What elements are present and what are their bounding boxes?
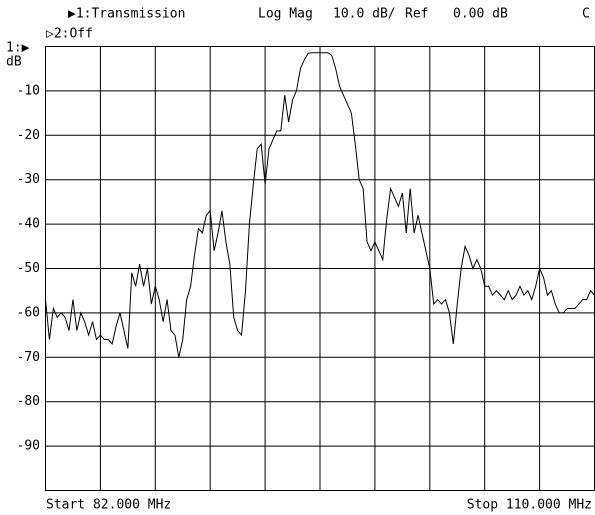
trace (45, 52, 595, 358)
y-tick-label: -20 (17, 128, 40, 143)
y-tick-label: -10 (17, 83, 40, 98)
y-tick-label: -90 (17, 439, 40, 454)
channel2-label: ▷2:Off (46, 27, 93, 42)
channel1-label: ▶1:Transmission (68, 7, 185, 22)
scale-label: 10.0 dB/ (333, 7, 396, 22)
start-label: Start 82.000 MHz (46, 498, 171, 513)
y-unit: dB (6, 55, 22, 70)
ref-value: 0.00 dB (453, 7, 508, 22)
marker-label: C (582, 7, 590, 22)
ref-label: Ref (405, 7, 428, 22)
y-tick-label: -30 (17, 172, 40, 187)
stop-label: Stop 110.000 MHz (467, 498, 592, 513)
y-tick-label: -70 (17, 350, 40, 365)
format-label: Log Mag (258, 7, 313, 22)
y-tick-label: -60 (17, 305, 40, 320)
y-tick-label: -50 (17, 261, 40, 276)
y-tick-label: -80 (17, 394, 40, 409)
ref-marker: 1:▶ (6, 41, 30, 56)
y-tick-label: -40 (17, 217, 40, 232)
